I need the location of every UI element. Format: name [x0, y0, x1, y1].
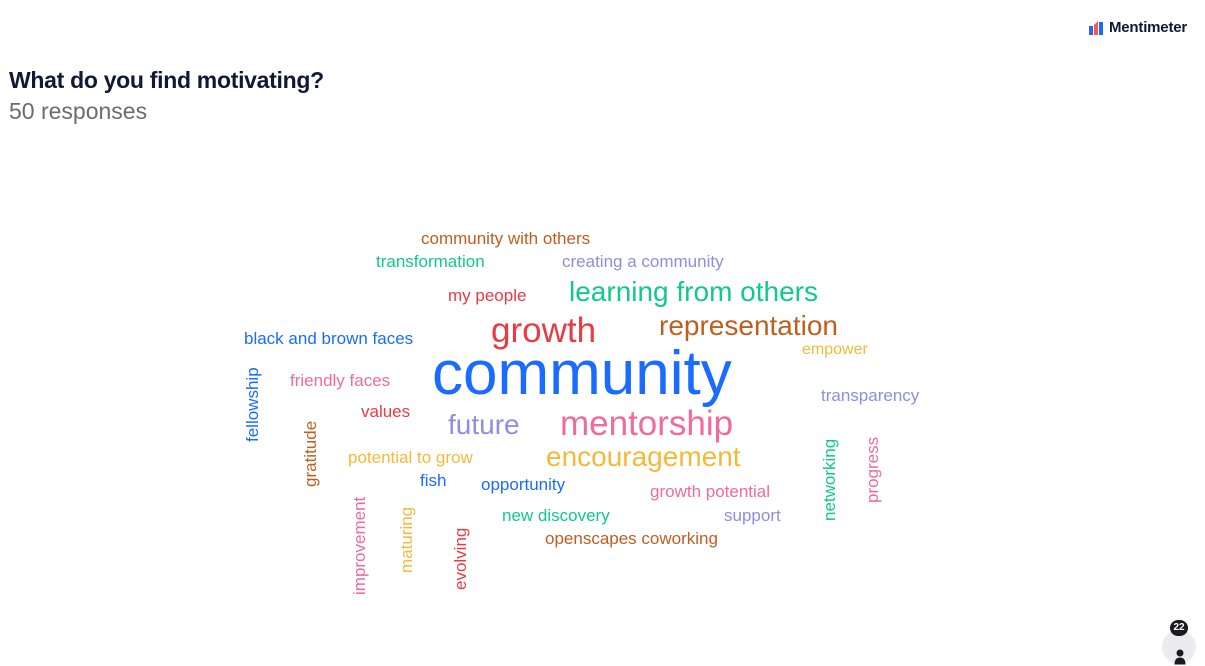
cloud-word: opportunity	[481, 475, 566, 494]
cloud-word: progress	[863, 436, 882, 503]
cloud-word: learning from others	[569, 276, 819, 307]
cloud-word: gratitude	[301, 420, 320, 487]
cloud-word: community	[432, 339, 732, 408]
viewers-count-badge: 22	[1170, 620, 1188, 636]
cloud-word: support	[724, 506, 781, 525]
cloud-word: fellowship	[243, 367, 262, 442]
cloud-word: improvement	[350, 496, 369, 595]
brand-name: Mentimeter	[1109, 19, 1188, 36]
cloud-word: transparency	[821, 386, 920, 405]
cloud-word: new discovery	[502, 506, 610, 525]
cloud-word: future	[448, 409, 520, 440]
responses-count: 50 responses	[9, 98, 148, 124]
cloud-word: encouragement	[546, 441, 741, 472]
cloud-word: values	[361, 402, 411, 421]
cloud-word: openscapes coworking	[545, 529, 718, 548]
cloud-word: empower	[802, 341, 868, 358]
cloud-word: growth	[491, 311, 597, 350]
cloud-word: community with others	[421, 229, 591, 248]
cloud-word: creating a community	[562, 252, 724, 271]
cloud-word: friendly faces	[290, 371, 391, 390]
cloud-word: growth potential	[650, 482, 771, 501]
brand: Mentimeter	[1089, 19, 1187, 36]
cloud-word: transformation	[376, 252, 485, 271]
question-title: What do you find motivating?	[9, 67, 324, 93]
viewers-avatar[interactable]	[1162, 630, 1196, 665]
mentimeter-logo-icon	[1089, 20, 1103, 35]
cloud-word: networking	[820, 438, 839, 521]
cloud-word: representation	[659, 310, 839, 341]
cloud-word: potential to grow	[348, 448, 473, 467]
cloud-word: black and brown faces	[244, 329, 414, 348]
cloud-word: my people	[448, 286, 527, 305]
cloud-word: fish	[420, 471, 447, 490]
person-icon	[1174, 649, 1186, 665]
viewers-indicator[interactable]: 22	[1161, 620, 1197, 665]
cloud-word: evolving	[451, 527, 470, 590]
cloud-word: mentorship	[560, 404, 734, 443]
cloud-word: maturing	[397, 506, 416, 573]
